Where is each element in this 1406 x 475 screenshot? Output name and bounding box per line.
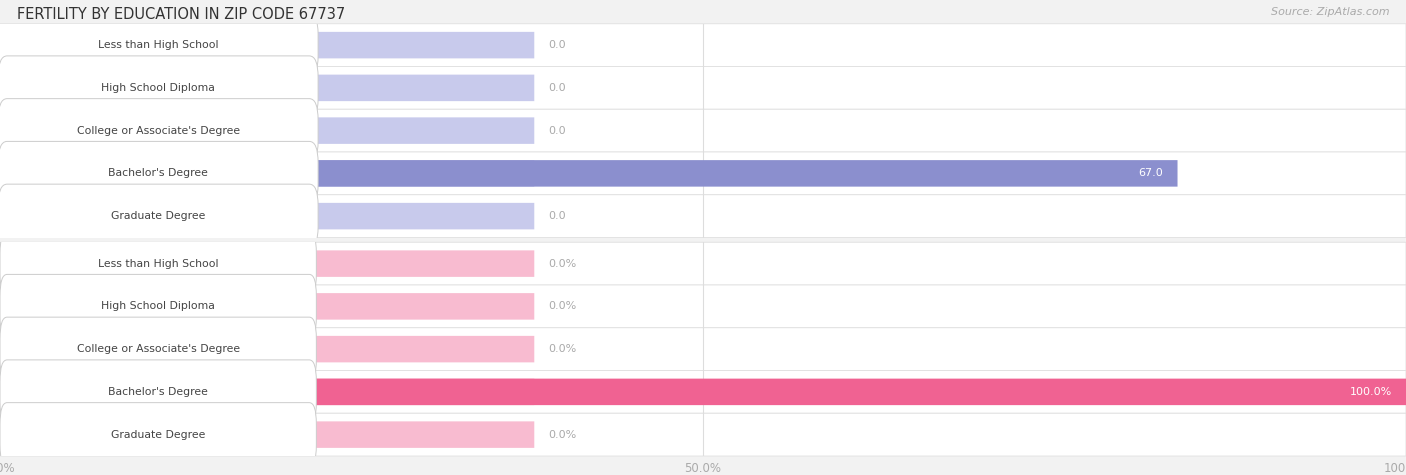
FancyBboxPatch shape	[0, 250, 534, 277]
FancyBboxPatch shape	[0, 160, 1177, 187]
Text: Less than High School: Less than High School	[98, 258, 218, 269]
FancyBboxPatch shape	[0, 293, 534, 320]
Text: FERTILITY BY EDUCATION IN ZIP CODE 67737: FERTILITY BY EDUCATION IN ZIP CODE 67737	[17, 7, 344, 22]
Text: High School Diploma: High School Diploma	[101, 83, 215, 93]
FancyBboxPatch shape	[0, 32, 534, 58]
FancyBboxPatch shape	[0, 317, 316, 381]
FancyBboxPatch shape	[0, 403, 316, 466]
Text: 100.0%: 100.0%	[1350, 387, 1392, 397]
Text: Graduate Degree: Graduate Degree	[111, 211, 205, 221]
FancyBboxPatch shape	[0, 360, 316, 424]
Text: High School Diploma: High School Diploma	[101, 301, 215, 312]
Text: 0.0: 0.0	[548, 125, 567, 136]
Text: 67.0: 67.0	[1139, 168, 1164, 179]
FancyBboxPatch shape	[0, 275, 316, 338]
Text: 0.0: 0.0	[548, 211, 567, 221]
Text: Graduate Degree: Graduate Degree	[111, 429, 205, 440]
FancyBboxPatch shape	[0, 13, 318, 77]
Text: 0.0%: 0.0%	[548, 258, 576, 269]
FancyBboxPatch shape	[0, 66, 1406, 109]
Text: Bachelor's Degree: Bachelor's Degree	[108, 168, 208, 179]
FancyBboxPatch shape	[0, 232, 316, 295]
Text: 0.0%: 0.0%	[548, 429, 576, 440]
FancyBboxPatch shape	[0, 328, 1406, 371]
FancyBboxPatch shape	[0, 285, 1406, 328]
FancyBboxPatch shape	[0, 152, 1406, 195]
FancyBboxPatch shape	[0, 117, 534, 144]
FancyBboxPatch shape	[0, 195, 1406, 238]
FancyBboxPatch shape	[0, 24, 1406, 66]
FancyBboxPatch shape	[0, 421, 534, 448]
FancyBboxPatch shape	[0, 109, 1406, 152]
Text: 0.0: 0.0	[548, 40, 567, 50]
FancyBboxPatch shape	[0, 413, 1406, 456]
FancyBboxPatch shape	[0, 160, 534, 187]
FancyBboxPatch shape	[0, 203, 534, 229]
Text: Source: ZipAtlas.com: Source: ZipAtlas.com	[1271, 7, 1389, 17]
Text: 0.0: 0.0	[548, 83, 567, 93]
FancyBboxPatch shape	[0, 99, 318, 162]
FancyBboxPatch shape	[0, 370, 1406, 413]
Text: 0.0%: 0.0%	[548, 301, 576, 312]
FancyBboxPatch shape	[0, 75, 534, 101]
Text: 0.0%: 0.0%	[548, 344, 576, 354]
FancyBboxPatch shape	[0, 56, 318, 120]
FancyBboxPatch shape	[0, 142, 318, 205]
FancyBboxPatch shape	[0, 336, 534, 362]
Text: College or Associate's Degree: College or Associate's Degree	[76, 344, 240, 354]
Text: Less than High School: Less than High School	[98, 40, 218, 50]
FancyBboxPatch shape	[0, 184, 318, 248]
FancyBboxPatch shape	[0, 379, 1406, 405]
Text: College or Associate's Degree: College or Associate's Degree	[76, 125, 240, 136]
Text: Bachelor's Degree: Bachelor's Degree	[108, 387, 208, 397]
FancyBboxPatch shape	[0, 379, 534, 405]
FancyBboxPatch shape	[0, 242, 1406, 285]
